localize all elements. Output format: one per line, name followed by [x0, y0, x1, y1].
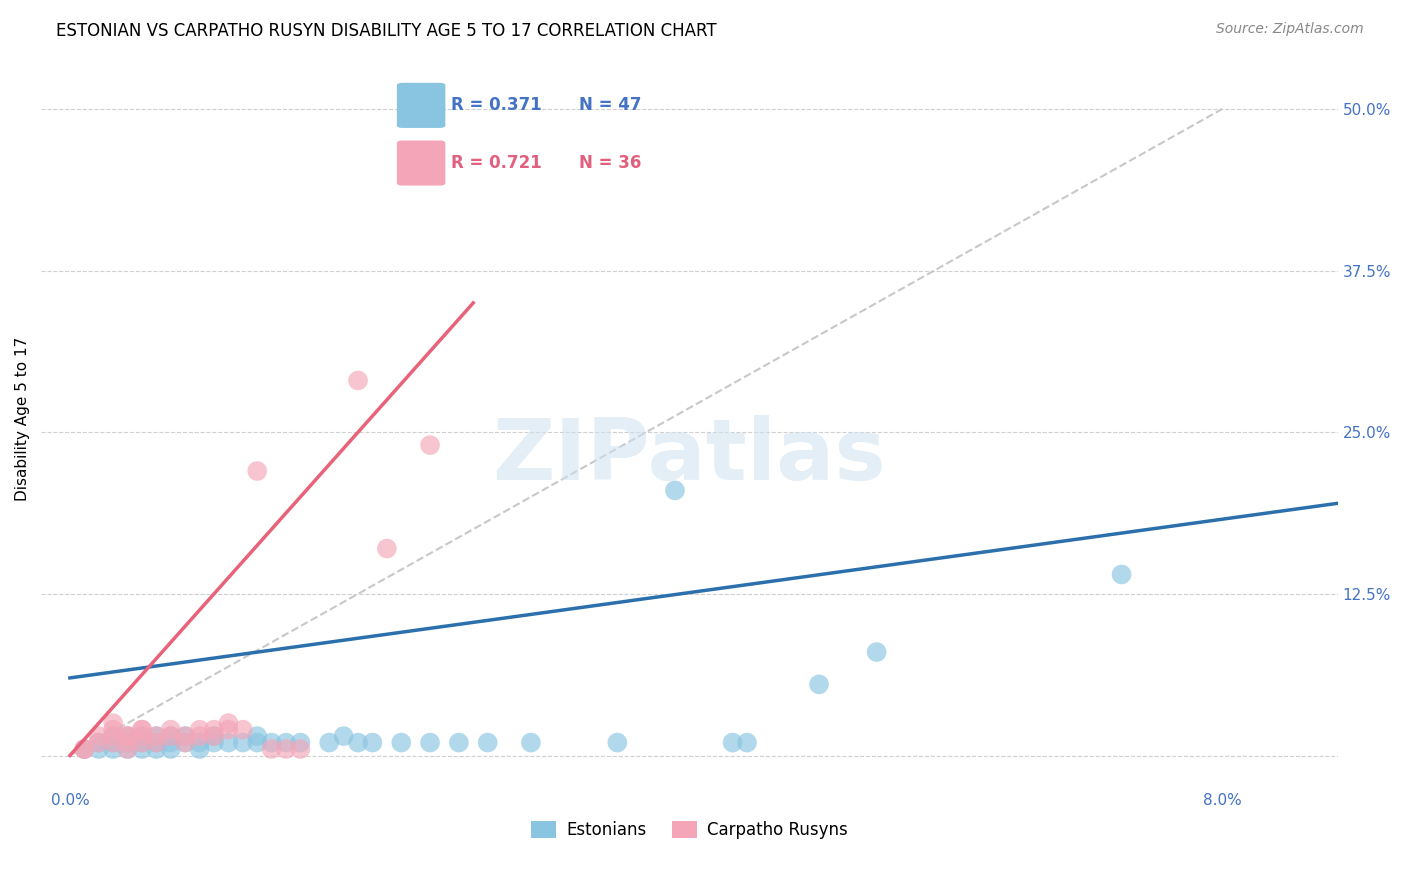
- Point: [145, 742, 167, 756]
- Point: [117, 742, 139, 756]
- Point: [73, 742, 96, 756]
- Point: [260, 742, 283, 756]
- Point: [318, 735, 340, 749]
- Point: [520, 735, 543, 749]
- Point: [101, 729, 124, 743]
- Point: [159, 729, 181, 743]
- Point: [217, 723, 239, 737]
- Point: [332, 729, 354, 743]
- Point: [159, 735, 181, 749]
- Point: [145, 735, 167, 749]
- Point: [389, 735, 412, 749]
- Point: [117, 735, 139, 749]
- Point: [131, 735, 153, 749]
- Point: [419, 438, 441, 452]
- Point: [246, 729, 269, 743]
- Point: [117, 729, 139, 743]
- Point: [260, 735, 283, 749]
- Point: [188, 723, 211, 737]
- Legend: Estonians, Carpatho Rusyns: Estonians, Carpatho Rusyns: [524, 814, 853, 846]
- Point: [188, 742, 211, 756]
- Point: [131, 723, 153, 737]
- Point: [87, 729, 110, 743]
- Point: [145, 729, 167, 743]
- Point: [419, 735, 441, 749]
- Point: [145, 735, 167, 749]
- Point: [290, 735, 312, 749]
- Point: [447, 735, 470, 749]
- Point: [87, 735, 110, 749]
- Point: [73, 742, 96, 756]
- Point: [145, 729, 167, 743]
- Point: [159, 729, 181, 743]
- Point: [290, 742, 312, 756]
- Point: [347, 735, 370, 749]
- Point: [232, 735, 254, 749]
- Point: [246, 464, 269, 478]
- Point: [87, 735, 110, 749]
- Point: [131, 723, 153, 737]
- Point: [87, 742, 110, 756]
- Point: [117, 742, 139, 756]
- Point: [101, 716, 124, 731]
- Point: [347, 374, 370, 388]
- Point: [274, 735, 297, 749]
- Point: [188, 735, 211, 749]
- Point: [131, 729, 153, 743]
- Point: [159, 723, 181, 737]
- Point: [117, 729, 139, 743]
- Point: [202, 729, 225, 743]
- Point: [217, 716, 239, 731]
- Point: [101, 723, 124, 737]
- Point: [101, 735, 124, 749]
- Point: [117, 729, 139, 743]
- Point: [101, 742, 124, 756]
- Point: [202, 735, 225, 749]
- Point: [117, 735, 139, 749]
- Point: [73, 742, 96, 756]
- Point: [131, 729, 153, 743]
- Point: [735, 735, 758, 749]
- Point: [808, 677, 831, 691]
- Point: [664, 483, 686, 498]
- Point: [174, 729, 197, 743]
- Point: [375, 541, 398, 556]
- Point: [232, 723, 254, 737]
- Y-axis label: Disability Age 5 to 17: Disability Age 5 to 17: [15, 337, 30, 501]
- Point: [866, 645, 889, 659]
- Point: [606, 735, 628, 749]
- Point: [217, 735, 239, 749]
- Point: [246, 735, 269, 749]
- Point: [721, 735, 744, 749]
- Point: [477, 735, 499, 749]
- Point: [174, 729, 197, 743]
- Point: [202, 729, 225, 743]
- Text: Source: ZipAtlas.com: Source: ZipAtlas.com: [1216, 22, 1364, 37]
- Point: [101, 735, 124, 749]
- Point: [174, 735, 197, 749]
- Point: [174, 735, 197, 749]
- Point: [188, 729, 211, 743]
- Point: [159, 742, 181, 756]
- Text: ESTONIAN VS CARPATHO RUSYN DISABILITY AGE 5 TO 17 CORRELATION CHART: ESTONIAN VS CARPATHO RUSYN DISABILITY AG…: [56, 22, 717, 40]
- Point: [101, 729, 124, 743]
- Point: [361, 735, 384, 749]
- Point: [131, 742, 153, 756]
- Point: [1111, 567, 1133, 582]
- Text: ZIPatlas: ZIPatlas: [492, 415, 886, 498]
- Point: [274, 742, 297, 756]
- Point: [202, 723, 225, 737]
- Point: [131, 735, 153, 749]
